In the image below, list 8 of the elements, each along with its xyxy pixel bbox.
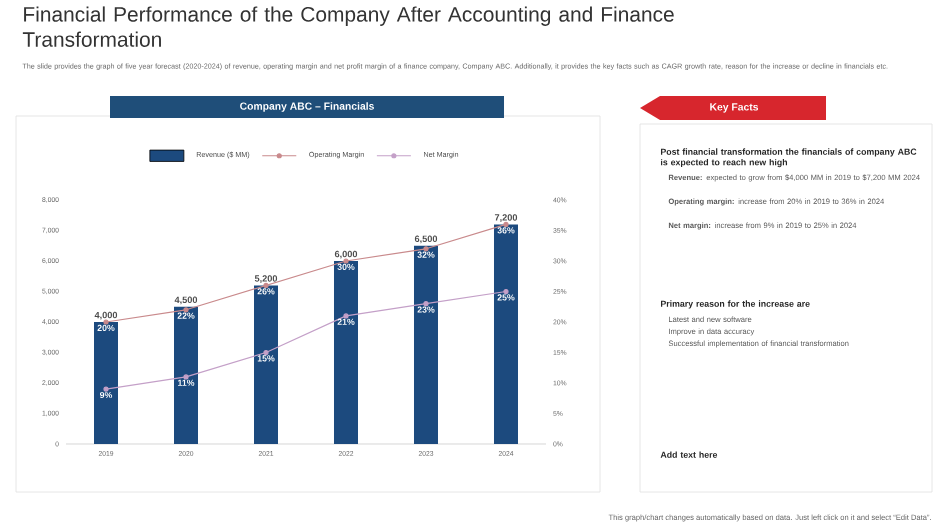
bar <box>333 261 358 444</box>
bar <box>254 285 278 444</box>
chart-title: Financial Performance of the Company After Accounting and Finance Transformation <box>22 6 674 47</box>
bar <box>413 245 438 444</box>
bar <box>94 322 118 444</box>
point <box>103 386 109 392</box>
bar <box>174 306 198 444</box>
bar <box>493 224 518 444</box>
